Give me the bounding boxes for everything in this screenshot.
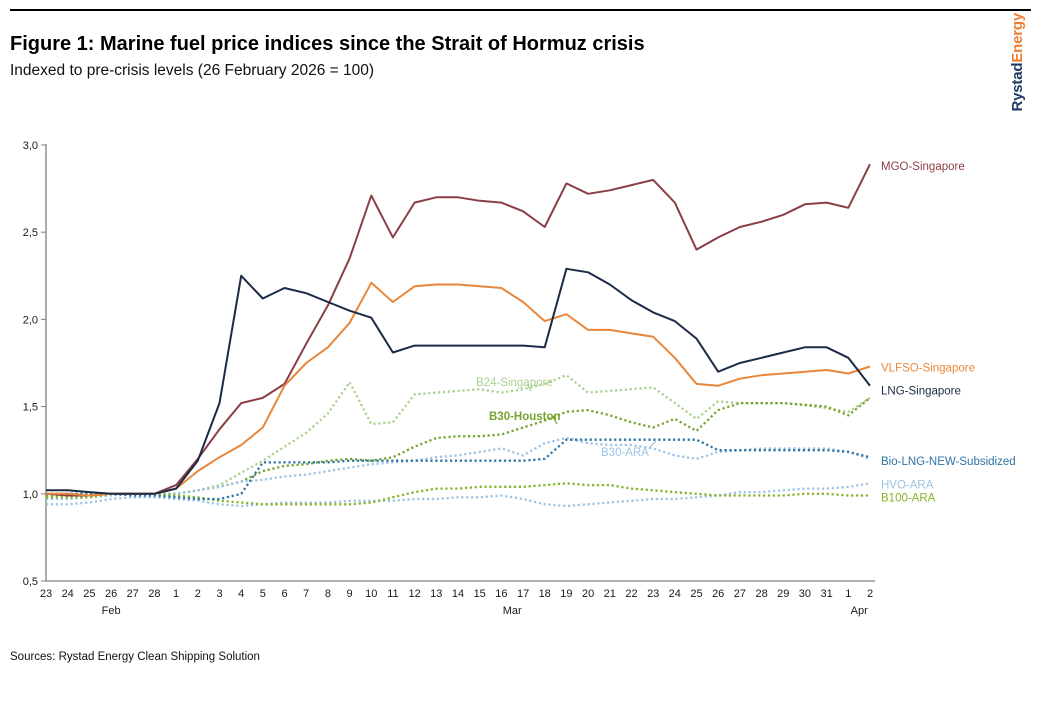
x-axis-label: 28 (755, 588, 767, 600)
x-axis-label: 2 (195, 588, 201, 600)
figure-subtitle: Indexed to pre-crisis levels (26 Februar… (10, 62, 375, 79)
x-axis-label: 7 (303, 588, 309, 600)
x-axis-label: 19 (560, 588, 572, 600)
series-line-B30-Houston (46, 397, 871, 497)
series-line-B24-Singapore (46, 373, 871, 495)
series-line-VLFSO-Singapore (46, 281, 871, 497)
series-line-B100-ARA (46, 482, 870, 506)
x-axis-label: 23 (647, 588, 659, 600)
x-axis-label: 10 (365, 588, 377, 600)
x-axis-label: 27 (734, 588, 746, 600)
y-axis-label: 2,0 (23, 314, 38, 326)
x-axis-label: 17 (517, 588, 529, 600)
x-axis-label: 9 (347, 588, 353, 600)
series-line-MGO-Singapore (45, 163, 871, 497)
series-label-VLFSO-Singapore: VLFSO-Singapore (881, 362, 975, 374)
label-leader-mark (552, 416, 558, 425)
x-axis-label: 16 (495, 588, 507, 600)
series-line-B30-ARA (46, 436, 871, 501)
x-axis-label: 5 (260, 588, 266, 600)
y-axis-label: 0,5 (23, 576, 38, 588)
x-axis-label: 8 (325, 588, 331, 600)
series-label-Bio-LNG-NEW-Subsidized: Bio-LNG-NEW-Subsidized (881, 456, 1016, 468)
figure-title: Figure 1: Marine fuel price indices sinc… (10, 33, 645, 55)
x-axis-label: 25 (690, 588, 702, 600)
top-rule (10, 9, 1031, 11)
month-label: Mar (503, 605, 522, 617)
x-axis-label: 15 (474, 588, 486, 600)
x-axis-label: 28 (148, 588, 160, 600)
series-label-B24-Singapore: B24-Singapore (476, 377, 553, 389)
y-axis-label: 1,0 (23, 489, 38, 501)
x-axis-label: 6 (281, 588, 287, 600)
y-axis-label: 2,5 (23, 227, 38, 239)
series-label-HVO-ARA: HVO-ARA (881, 479, 934, 491)
x-axis-label: 23 (40, 588, 52, 600)
x-axis-label: 11 (387, 588, 398, 600)
source-note: Sources: Rystad Energy Clean Shipping So… (10, 651, 260, 663)
series-label-B30-Houston: B30-Houston (489, 411, 561, 423)
y-axis-label: 3,0 (23, 140, 38, 152)
series-label-LNG-Singapore: LNG-Singapore (881, 386, 961, 398)
x-axis-label: 24 (669, 588, 681, 600)
y-axis-label: 1,5 (23, 402, 38, 414)
x-axis-label: 31 (820, 588, 832, 600)
x-axis-label: 29 (777, 588, 789, 600)
x-axis-label: 22 (625, 588, 637, 600)
x-axis-label: 18 (539, 588, 551, 600)
x-axis-label: 27 (127, 588, 139, 600)
x-axis-label: 13 (430, 588, 442, 600)
x-axis-label: 30 (799, 588, 811, 600)
x-axis-label: 1 (845, 588, 851, 600)
series-line-Bio-LNG-NEW-Subsidized (46, 438, 871, 501)
label-leader-mark (649, 440, 657, 448)
x-axis-label: 21 (604, 588, 616, 600)
x-axis-label: 20 (582, 588, 594, 600)
series-line-LNG-Singapore (46, 267, 871, 495)
x-axis-label: 26 (712, 588, 724, 600)
series-label-B30-ARA: B30-ARA (601, 447, 649, 459)
series-label-B100-ARA: B100-ARA (881, 493, 936, 505)
x-axis-label: 4 (238, 588, 244, 600)
series-label-MGO-Singapore: MGO-Singapore (881, 161, 965, 173)
x-axis-label: 3 (216, 588, 222, 600)
x-axis-label: 1 (173, 588, 179, 600)
month-label: Feb (102, 605, 121, 617)
month-label: Apr (851, 605, 868, 617)
series-line-HVO-ARA (46, 482, 871, 508)
x-axis-label: 25 (83, 588, 95, 600)
x-axis-label: 14 (452, 588, 464, 600)
x-axis-label: 12 (408, 588, 420, 600)
x-axis-label: 24 (62, 588, 74, 600)
label-leader-mark (526, 383, 532, 392)
x-axis-label: 2 (867, 588, 873, 600)
chart-axes (45, 144, 875, 582)
x-axis-label: 26 (105, 588, 117, 600)
